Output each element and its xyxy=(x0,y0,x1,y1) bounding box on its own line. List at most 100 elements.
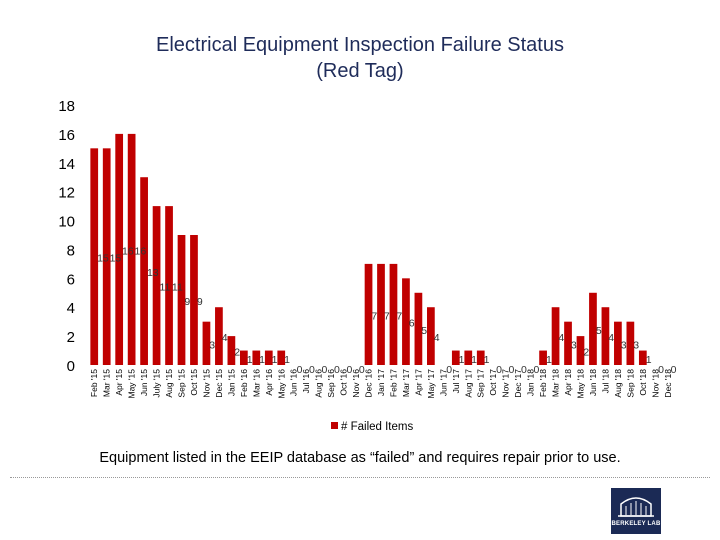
data-label: 7 xyxy=(396,310,402,322)
y-tick-label: 4 xyxy=(67,300,75,317)
data-label: 9 xyxy=(184,296,190,308)
data-label: 5 xyxy=(596,325,602,337)
x-tick-label: Sep '15 xyxy=(177,369,187,398)
footnote: Equipment listed in the EEIP database as… xyxy=(99,450,621,466)
x-tick-label: Dec '18 xyxy=(663,369,673,398)
data-label: 1 xyxy=(259,354,265,366)
x-tick-label: May '15 xyxy=(127,369,137,399)
x-axis-tick-labels: Feb '15 Mar '15 Apr '15 May '15 Jun '15 July … xyxy=(89,369,673,399)
berkeley-lab-logo: BERKELEY LAB xyxy=(611,488,661,534)
x-tick-label: Oct '15 xyxy=(189,369,199,396)
bar xyxy=(102,148,111,365)
x-tick-label: Oct '16 xyxy=(339,369,349,396)
y-tick-label: 6 xyxy=(67,271,75,288)
data-label: 16 xyxy=(122,245,134,257)
data-label: 1 xyxy=(484,354,490,366)
data-label: 1 xyxy=(546,354,552,366)
data-label: 15 xyxy=(97,253,109,265)
x-tick-label: Nov '16 xyxy=(351,369,361,398)
x-tick-label: May '18 xyxy=(575,369,585,399)
x-tick-label: Jul '16 xyxy=(301,369,311,394)
x-tick-label: Jun '18 xyxy=(588,369,598,396)
x-tick-label: Mar '17 xyxy=(401,369,411,397)
data-label: 1 xyxy=(471,354,477,366)
x-tick-label: Dec '16 xyxy=(364,369,374,398)
bar xyxy=(539,350,547,365)
bar xyxy=(389,263,398,365)
bar xyxy=(414,292,423,365)
legend-swatch xyxy=(331,422,338,429)
bar xyxy=(190,235,198,365)
data-label: 0 xyxy=(346,364,352,376)
x-tick-label: Mar '15 xyxy=(102,369,112,397)
bar xyxy=(165,206,173,365)
bar xyxy=(215,307,223,365)
data-label: 2 xyxy=(583,347,589,359)
y-tick-label: 10 xyxy=(58,214,75,231)
legend: # Failed Items xyxy=(331,421,413,433)
bar xyxy=(140,177,148,365)
data-label: 0 xyxy=(496,364,502,376)
x-tick-label: Jan '18 xyxy=(526,369,536,396)
chart-title: Electrical Equipment Inspection Failure … xyxy=(0,32,720,84)
data-label: 7 xyxy=(384,310,390,322)
data-label: 13 xyxy=(147,267,159,279)
x-tick-label: Aug '18 xyxy=(613,369,623,398)
legend-label: # Failed Items xyxy=(341,421,413,433)
data-label: 0 xyxy=(322,364,328,376)
data-label: 1 xyxy=(459,354,465,366)
x-tick-label: Apr '18 xyxy=(563,369,573,396)
x-tick-label: Jan '15 xyxy=(226,369,236,396)
bar xyxy=(601,307,610,365)
bar xyxy=(264,350,273,365)
x-tick-label: Aug '15 xyxy=(164,369,174,398)
x-tick-label: Mar '16 xyxy=(251,369,261,397)
footer-divider xyxy=(10,477,710,478)
x-tick-label: Feb '15 xyxy=(89,369,99,397)
x-tick-label: Jun '16 xyxy=(289,369,299,396)
bar-series xyxy=(90,133,647,365)
x-tick-label: Jul '17 xyxy=(451,369,461,394)
data-label: 0 xyxy=(297,364,303,376)
bar xyxy=(364,263,373,365)
x-tick-label: Sep '17 xyxy=(476,369,486,398)
data-label: 7 xyxy=(371,310,377,322)
bar xyxy=(177,235,186,365)
data-label: 0 xyxy=(658,364,664,376)
bar xyxy=(152,206,161,365)
bar xyxy=(589,292,597,365)
x-tick-label: Aug '17 xyxy=(463,369,473,398)
data-label: 1 xyxy=(646,354,652,366)
x-tick-label: Nov '17 xyxy=(501,369,511,398)
data-label: 11 xyxy=(159,282,170,294)
y-tick-label: 12 xyxy=(58,185,75,202)
bar xyxy=(127,133,136,365)
data-label: 4 xyxy=(608,332,614,344)
data-label: 0 xyxy=(521,364,527,376)
x-tick-label: Mar '18 xyxy=(551,369,561,397)
data-label: 0 xyxy=(334,364,340,376)
y-tick-label: 18 xyxy=(58,98,75,115)
x-tick-label: Jul '18 xyxy=(600,369,610,394)
data-label: 9 xyxy=(197,296,203,308)
bar xyxy=(377,263,385,365)
x-tick-label: Apr '16 xyxy=(264,369,274,396)
x-tick-label: May '17 xyxy=(426,369,436,399)
data-label: 3 xyxy=(633,339,639,351)
data-label: 4 xyxy=(558,332,564,344)
x-tick-label: Sep '16 xyxy=(326,369,336,398)
bar xyxy=(252,350,261,365)
data-label: 0 xyxy=(533,364,539,376)
bar xyxy=(239,350,248,365)
x-tick-label: Jan '17 xyxy=(376,369,386,396)
data-label: 0 xyxy=(671,364,677,376)
x-tick-label: Dec '17 xyxy=(513,369,523,398)
bar xyxy=(576,336,585,365)
data-label: 1 xyxy=(284,354,290,366)
data-label: 0 xyxy=(509,364,515,376)
logo-text: BERKELEY LAB xyxy=(611,521,661,527)
x-tick-label: Jun '15 xyxy=(139,369,149,396)
bar xyxy=(626,321,635,365)
